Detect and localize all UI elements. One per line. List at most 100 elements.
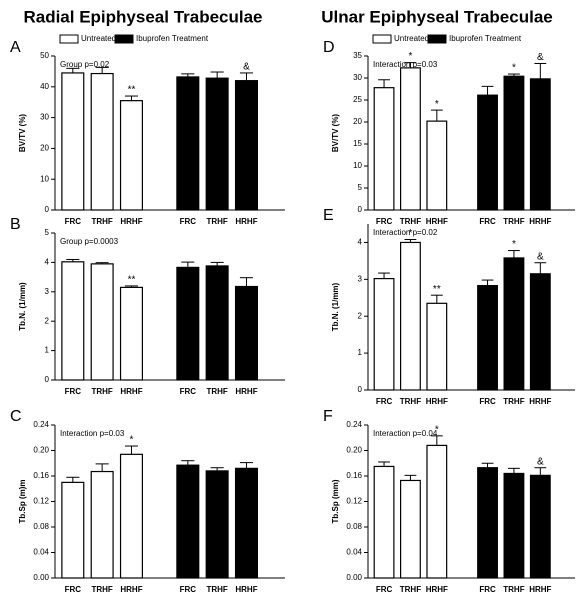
- x-tick-label: HRHF: [426, 585, 448, 594]
- y-tick-label: 0: [45, 375, 50, 384]
- y-tick-label: 0.04: [346, 548, 362, 557]
- significance-marker: **: [128, 85, 136, 96]
- annotation: Interaction p=0.03: [60, 429, 125, 438]
- x-tick-label: FRC: [65, 387, 82, 396]
- y-tick-label: 0.20: [33, 446, 49, 455]
- significance-marker: *: [435, 99, 439, 110]
- y-tick-label: 30: [40, 113, 49, 122]
- bar: [426, 302, 448, 391]
- legend-label: Untreated: [394, 34, 429, 43]
- bar: [477, 467, 498, 579]
- x-tick-label: TRHF: [503, 585, 524, 594]
- x-tick-label: TRHF: [91, 217, 112, 226]
- bar: [90, 72, 114, 211]
- y-tick-label: 0: [358, 205, 363, 214]
- bar: [176, 76, 200, 211]
- legend-swatch: [427, 34, 447, 44]
- x-tick-label: FRC: [65, 217, 82, 226]
- y-tick-label: 0.00: [346, 573, 362, 582]
- x-tick-label: TRHF: [206, 585, 227, 594]
- significance-marker: &: [537, 52, 544, 63]
- x-tick-label: HRHF: [235, 585, 257, 594]
- y-tick-label: 0.16: [33, 471, 49, 480]
- bar: [529, 273, 551, 391]
- x-tick-label: HRHF: [529, 217, 551, 226]
- y-axis-label: Tb.Sp (m)m: [18, 480, 27, 524]
- y-tick-label: 5: [45, 228, 50, 237]
- bar: [234, 80, 259, 211]
- y-axis-label: Tb.Sp (mm): [331, 479, 340, 523]
- y-axis-label: BV/TV (%): [331, 114, 340, 153]
- legend-label: Untreated: [81, 34, 116, 43]
- y-tick-label: 0: [45, 205, 50, 214]
- y-tick-label: 3: [45, 287, 50, 296]
- bar: [529, 474, 551, 579]
- y-tick-label: 25: [353, 95, 362, 104]
- x-tick-label: HRHF: [426, 217, 448, 226]
- y-tick-label: 0.12: [33, 497, 49, 506]
- y-tick-label: 10: [353, 161, 362, 170]
- bar: [61, 72, 85, 211]
- x-tick-label: HRHF: [529, 397, 551, 406]
- bar: [503, 257, 525, 391]
- bar: [176, 464, 200, 579]
- significance-marker: **: [128, 275, 136, 286]
- significance-marker: **: [433, 284, 441, 295]
- y-tick-label: 30: [353, 73, 362, 82]
- x-tick-label: FRC: [376, 397, 393, 406]
- x-tick-label: HRHF: [120, 387, 142, 396]
- panel-letter: D: [323, 39, 335, 56]
- column-heading: Radial Epiphyseal Trabeculae: [23, 7, 262, 26]
- y-axis-label: Tb.N. (1/mm): [331, 282, 340, 331]
- significance-marker: *: [408, 228, 412, 239]
- x-tick-label: HRHF: [235, 217, 257, 226]
- y-axis-label: BV/TV (%): [18, 114, 27, 153]
- bar: [119, 100, 144, 211]
- bar: [61, 481, 85, 579]
- y-tick-label: 0: [358, 385, 363, 394]
- bar: [373, 87, 395, 211]
- x-tick-label: TRHF: [503, 217, 524, 226]
- y-tick-label: 0.20: [346, 446, 362, 455]
- annotation: Group p=0.0003: [60, 237, 119, 246]
- significance-marker: &: [537, 456, 544, 467]
- y-tick-label: 1: [45, 346, 50, 355]
- x-tick-label: FRC: [180, 217, 197, 226]
- y-tick-label: 0.04: [33, 548, 49, 557]
- bar: [61, 261, 85, 381]
- x-tick-label: TRHF: [206, 387, 227, 396]
- y-tick-label: 4: [45, 258, 50, 267]
- bar: [90, 470, 114, 579]
- legend-label: Ibuprofen Treatment: [449, 34, 522, 43]
- x-tick-label: TRHF: [400, 397, 421, 406]
- bar: [205, 470, 229, 579]
- bar: [426, 120, 448, 211]
- bar: [205, 77, 229, 211]
- y-tick-label: 0.00: [33, 573, 49, 582]
- significance-marker: *: [512, 239, 516, 250]
- legend-label: Ibuprofen Treatment: [136, 34, 209, 43]
- x-tick-label: HRHF: [120, 585, 142, 594]
- y-tick-label: 0.16: [346, 471, 362, 480]
- panel-letter: B: [10, 216, 21, 233]
- y-tick-label: 4: [358, 238, 363, 247]
- bar: [400, 479, 421, 579]
- x-tick-label: HRHF: [529, 585, 551, 594]
- y-tick-label: 40: [40, 82, 49, 91]
- bar: [205, 265, 229, 381]
- x-tick-label: HRHF: [426, 397, 448, 406]
- y-tick-label: 20: [40, 144, 49, 153]
- significance-marker: *: [512, 63, 516, 74]
- bar: [119, 286, 144, 381]
- annotation: Interaction p=0.04: [373, 429, 438, 438]
- significance-marker: *: [435, 424, 439, 435]
- x-tick-label: FRC: [479, 585, 496, 594]
- x-tick-label: FRC: [180, 387, 197, 396]
- bar: [234, 467, 259, 579]
- legend-swatch: [372, 34, 392, 44]
- x-tick-label: FRC: [376, 217, 393, 226]
- bar: [503, 472, 525, 579]
- y-tick-label: 0.12: [346, 497, 362, 506]
- y-tick-label: 0.08: [346, 522, 362, 531]
- x-tick-label: FRC: [180, 585, 197, 594]
